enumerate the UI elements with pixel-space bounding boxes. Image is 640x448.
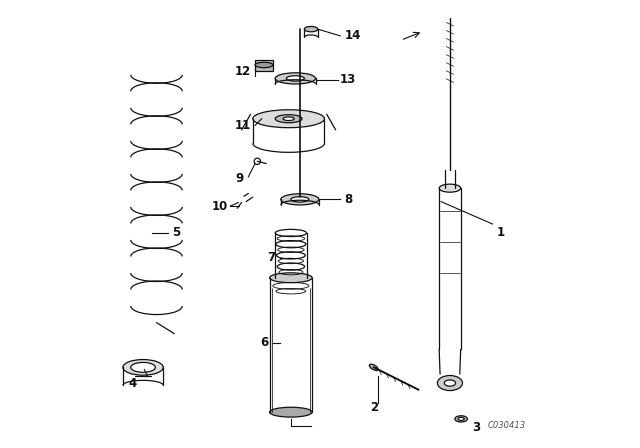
Ellipse shape xyxy=(275,115,302,123)
Ellipse shape xyxy=(437,375,463,391)
Ellipse shape xyxy=(304,26,318,32)
Text: 3: 3 xyxy=(472,421,481,435)
Ellipse shape xyxy=(458,418,464,421)
Text: 7: 7 xyxy=(267,251,275,264)
Ellipse shape xyxy=(281,194,319,205)
Ellipse shape xyxy=(455,416,467,422)
Text: 10: 10 xyxy=(212,199,228,213)
Text: 9: 9 xyxy=(236,172,244,185)
Ellipse shape xyxy=(369,364,378,370)
Text: 14: 14 xyxy=(345,29,361,43)
Text: C030413: C030413 xyxy=(488,421,526,430)
Text: 11: 11 xyxy=(234,119,251,132)
Text: 1: 1 xyxy=(497,226,505,240)
Ellipse shape xyxy=(444,380,456,386)
Text: 13: 13 xyxy=(340,73,356,86)
Ellipse shape xyxy=(283,117,294,121)
Text: 8: 8 xyxy=(345,193,353,206)
Text: 2: 2 xyxy=(370,401,378,414)
Text: 4: 4 xyxy=(128,376,136,390)
Text: 5: 5 xyxy=(172,226,180,240)
Bar xyxy=(255,60,273,71)
Ellipse shape xyxy=(131,362,156,372)
Text: 12: 12 xyxy=(234,65,251,78)
Ellipse shape xyxy=(269,407,312,417)
Ellipse shape xyxy=(253,110,324,128)
Text: 6: 6 xyxy=(260,336,269,349)
Ellipse shape xyxy=(123,359,163,375)
Ellipse shape xyxy=(255,62,273,68)
Ellipse shape xyxy=(269,273,312,283)
Ellipse shape xyxy=(275,73,316,84)
Ellipse shape xyxy=(439,184,461,192)
Ellipse shape xyxy=(287,76,305,81)
Ellipse shape xyxy=(291,197,309,202)
